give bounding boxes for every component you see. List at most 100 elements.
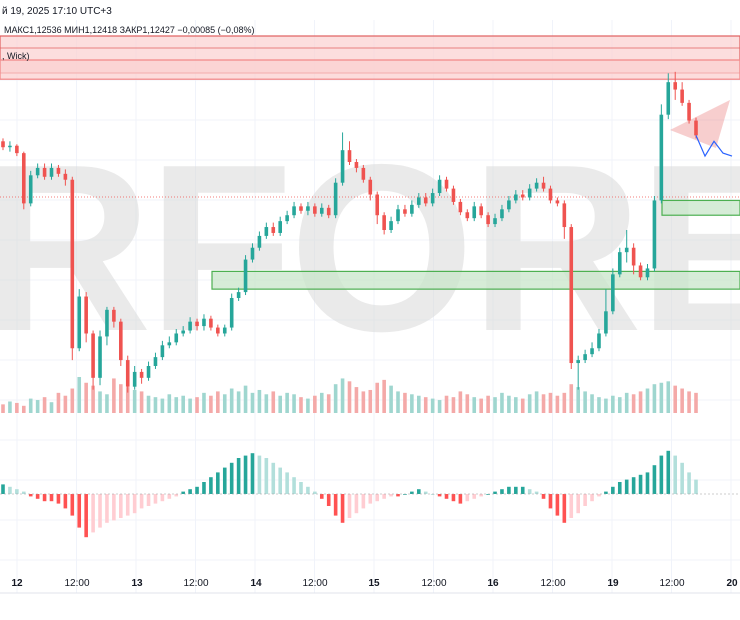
resistance-zone bbox=[0, 59, 740, 80]
candle-body bbox=[354, 162, 359, 168]
volume-bar bbox=[576, 387, 580, 413]
candle-body bbox=[368, 179, 373, 195]
candle-body bbox=[500, 209, 504, 219]
histogram-bar bbox=[423, 491, 428, 494]
volume-bar bbox=[458, 391, 463, 413]
candles-layer bbox=[1, 71, 698, 393]
candle-body bbox=[167, 342, 172, 346]
volume-bar bbox=[617, 397, 622, 413]
candle-body bbox=[465, 212, 470, 219]
candle-body bbox=[437, 179, 442, 194]
histogram-bar bbox=[417, 489, 421, 494]
histogram-bar bbox=[285, 472, 289, 494]
volume-bar bbox=[49, 402, 54, 413]
histogram-bar bbox=[375, 494, 380, 502]
volume-bar bbox=[271, 391, 276, 413]
histogram-bar bbox=[347, 494, 352, 518]
candle-body bbox=[340, 150, 345, 183]
x-tick-label: 12:00 bbox=[183, 578, 208, 589]
volume-bar bbox=[680, 388, 684, 413]
histogram-bar bbox=[84, 494, 88, 538]
candle-body bbox=[507, 200, 511, 210]
histogram-bar bbox=[77, 494, 82, 528]
volume-bar bbox=[514, 397, 518, 413]
candle-body bbox=[597, 333, 601, 349]
candle-body bbox=[375, 194, 380, 216]
volume-bar bbox=[319, 392, 324, 413]
candle-body bbox=[451, 188, 456, 202]
histogram-bar bbox=[444, 494, 449, 499]
candle-body bbox=[382, 215, 386, 230]
volume-bar bbox=[174, 397, 179, 413]
candle-body bbox=[396, 209, 400, 222]
candle-body bbox=[680, 89, 684, 103]
candle-body bbox=[326, 207, 331, 216]
histogram-bar bbox=[666, 450, 671, 494]
volume-bar bbox=[451, 397, 456, 413]
candle-body bbox=[313, 206, 317, 214]
candle-body bbox=[278, 221, 282, 233]
x-tick-label: 16 bbox=[487, 578, 499, 589]
histogram-bar bbox=[333, 494, 338, 516]
histogram-bar bbox=[112, 494, 116, 521]
volume-bar bbox=[264, 394, 269, 413]
candle-body bbox=[91, 333, 95, 378]
histogram-bar bbox=[63, 494, 68, 509]
volume-bar bbox=[687, 391, 691, 413]
candle-body bbox=[70, 179, 75, 349]
histogram-bar bbox=[514, 486, 518, 494]
candle-body bbox=[611, 274, 615, 312]
histogram-bar bbox=[28, 494, 33, 497]
volume-bar bbox=[423, 397, 428, 413]
histogram-bar bbox=[119, 494, 123, 518]
candle-body bbox=[119, 321, 123, 361]
candle-body bbox=[389, 221, 393, 230]
candle-body bbox=[604, 311, 608, 334]
histogram-bar bbox=[250, 453, 255, 494]
volume-bar bbox=[181, 395, 185, 413]
candle-body bbox=[638, 265, 643, 278]
volume-bar bbox=[569, 384, 574, 413]
candle-body bbox=[8, 145, 12, 148]
candle-body bbox=[174, 333, 179, 343]
header-date: й 19, 2025 17:10 UTC+3 bbox=[2, 6, 112, 17]
x-axis-ticks: 12 12:00 13 12:00 14 12:00 15 12:00 16 12:00 19 12:… bbox=[11, 578, 738, 589]
candle-body bbox=[562, 203, 567, 228]
volume-bar bbox=[396, 391, 400, 413]
histogram-bar bbox=[590, 494, 594, 502]
histogram-bar bbox=[299, 482, 303, 494]
volume-bar bbox=[28, 398, 33, 413]
candle-body bbox=[222, 327, 227, 334]
histogram-bar bbox=[368, 494, 373, 504]
candle-body bbox=[444, 179, 449, 189]
histogram-bar bbox=[500, 489, 504, 494]
histogram-bar bbox=[195, 486, 199, 494]
histogram-bar bbox=[569, 494, 574, 518]
histogram-bar bbox=[548, 494, 553, 509]
histogram-bar bbox=[264, 458, 269, 494]
candle-body bbox=[347, 150, 352, 162]
histogram-bar bbox=[465, 494, 470, 502]
volume-bar bbox=[306, 398, 310, 413]
candle-body bbox=[306, 206, 310, 211]
volume-bar bbox=[520, 398, 525, 413]
candle-body bbox=[652, 200, 657, 269]
x-tick-label: 14 bbox=[250, 578, 262, 589]
histogram-bar bbox=[624, 479, 629, 494]
candle-body bbox=[659, 114, 664, 201]
candle-body bbox=[1, 141, 5, 148]
histogram-bar bbox=[340, 494, 345, 523]
candle-body bbox=[49, 167, 54, 177]
histogram-bar bbox=[382, 494, 386, 499]
histogram-bar bbox=[216, 472, 220, 494]
volume-bar bbox=[119, 384, 123, 413]
candle-body bbox=[645, 268, 650, 278]
candle-body bbox=[63, 173, 68, 180]
candle-body bbox=[472, 206, 477, 219]
histogram-bar bbox=[645, 472, 650, 494]
volume-bar bbox=[326, 394, 331, 413]
volume-bar bbox=[222, 394, 227, 413]
histogram-bar bbox=[583, 494, 587, 506]
watermark-accent bbox=[670, 100, 730, 148]
